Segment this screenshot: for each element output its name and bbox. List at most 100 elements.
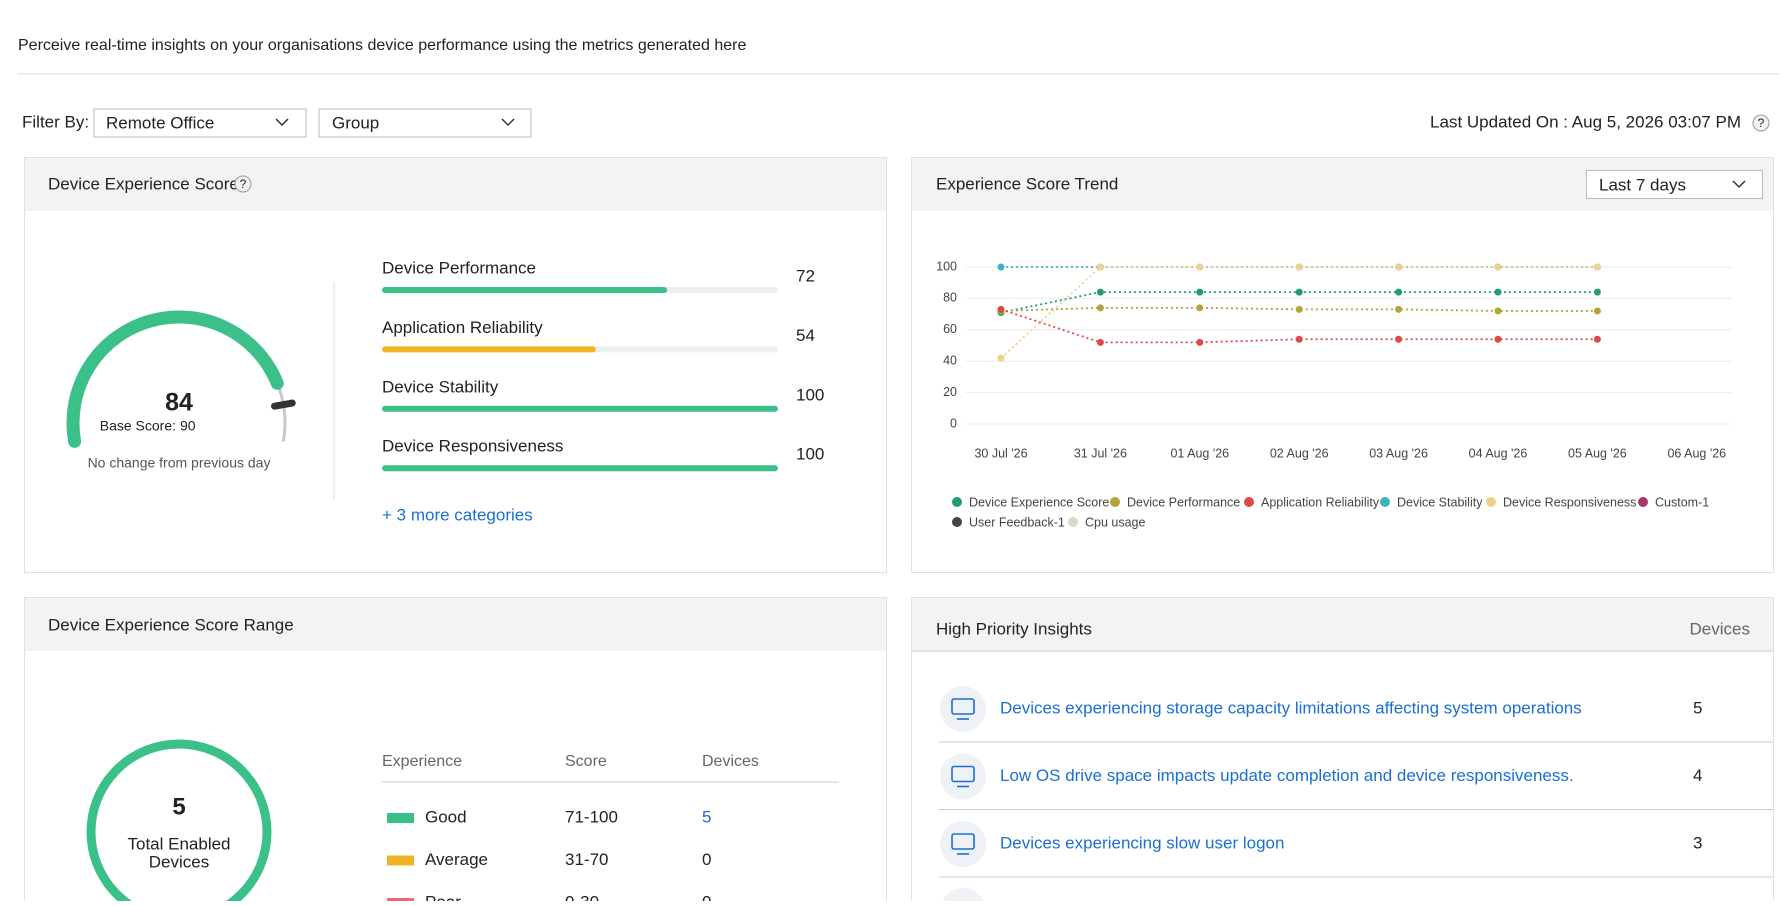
row-name: Poor (425, 892, 461, 901)
donut (86, 739, 272, 906)
help-text[interactable]: ? (1758, 116, 1765, 130)
score-bars: Device Performance 72 Application Reliabil… (66, 258, 824, 472)
dropdown-text[interactable]: Last 7 days (1599, 175, 1686, 194)
column-header: Devices (702, 753, 759, 770)
point (1494, 307, 1502, 315)
card-header (25, 598, 886, 651)
point (1395, 263, 1403, 271)
point (1196, 263, 1204, 271)
x-tick-label: 04 Aug '26 (1469, 446, 1528, 460)
point (1295, 263, 1303, 271)
legend-swatch (1638, 497, 1648, 507)
point (1295, 305, 1303, 313)
legend-label: Device Responsiveness (1503, 495, 1636, 509)
insight-link[interactable]: Devices experiencing storage capacity li… (1000, 698, 1582, 717)
insight-icon-bg (940, 753, 986, 800)
point (1395, 305, 1403, 313)
point (1196, 338, 1204, 346)
row-score: 0-30 (565, 892, 599, 901)
monitor-icon (951, 698, 975, 715)
card-header (25, 158, 886, 211)
point (1395, 288, 1403, 296)
category-name: Device Stability (382, 377, 499, 396)
card-header (912, 598, 1773, 651)
point (997, 305, 1005, 313)
card-title: Experience Score Trend (936, 174, 1118, 193)
point (1593, 288, 1601, 296)
x-tick-label: 30 Jul '26 (974, 446, 1027, 460)
insight-link[interactable]: Devices experiencing slow user logon (1000, 833, 1284, 852)
point (1196, 304, 1204, 312)
legend-label: User Feedback-1 (969, 515, 1065, 529)
row-score: 31-70 (565, 850, 608, 869)
dropdown-box[interactable] (93, 108, 307, 138)
row-devices[interactable]: 5 (702, 807, 711, 826)
dropdown-box[interactable] (318, 108, 532, 138)
total-label: Total Enabled (127, 834, 230, 853)
legend-label: Custom-1 (1655, 495, 1709, 509)
insight-icon-bg (940, 686, 986, 732)
legend-swatch (952, 517, 962, 527)
point (1494, 288, 1502, 296)
insight-count: 5 (1693, 698, 1702, 717)
base-marker (271, 399, 296, 410)
y-tick-label: 20 (943, 385, 957, 399)
legend-swatch (1068, 517, 1078, 527)
insights-list: Devices experiencing storage capacity li… (939, 686, 1773, 878)
legend-label: Cpu usage (1085, 515, 1146, 529)
help-icon[interactable] (234, 175, 252, 193)
dropdown-text[interactable]: Remote Office (106, 113, 214, 132)
more-link[interactable]: + 3 more categories (382, 505, 533, 524)
card-title: Device Experience Score Range (48, 615, 294, 634)
insight-count: 3 (1693, 833, 1702, 852)
range-dropdown[interactable]: Last 7 days (1586, 170, 1763, 199)
gauge-arc (66, 310, 284, 448)
change-note: No change from previous day (88, 455, 271, 471)
dropdown[interactable]: Group (318, 108, 532, 138)
point (1295, 288, 1303, 296)
help-text[interactable]: ? (240, 177, 247, 191)
column-header: Devices (1690, 619, 1750, 638)
category-name: Application Reliability (382, 318, 543, 337)
insight-count: 4 (1693, 766, 1702, 785)
category-name: Device Responsiveness (382, 437, 563, 456)
card (911, 157, 1774, 573)
row-devices: 0 (702, 850, 711, 869)
point (1494, 263, 1502, 271)
base-score-label: Base Score: (100, 418, 176, 434)
insight-icon-bg (940, 821, 986, 867)
trend-chart: 0 20 40 60 80 100 30 Jul '26 31 Jul '26 01 Aug '… (936, 259, 1732, 529)
category-value: 72 (796, 266, 815, 285)
description: Perceive real-time insights on your orga… (18, 37, 746, 54)
point (1096, 338, 1104, 346)
x-tick-label: 03 Aug '26 (1369, 446, 1428, 460)
x-tick-label: 05 Aug '26 (1568, 446, 1627, 460)
score: 84 (165, 389, 193, 417)
help-icon[interactable] (1752, 114, 1770, 132)
point (1096, 263, 1104, 271)
dropdown[interactable]: Remote Office (93, 108, 307, 138)
x-tick-label: 06 Aug '26 (1667, 446, 1726, 460)
y-tick-label: 60 (943, 322, 957, 336)
point (1593, 263, 1601, 271)
point (1593, 335, 1601, 343)
legend-label: Device Stability (1397, 495, 1483, 509)
point (1096, 304, 1104, 312)
y-tick-label: 80 (943, 291, 957, 305)
dropdown-text[interactable]: Group (332, 113, 379, 132)
bar (382, 405, 778, 412)
legend-swatch (952, 497, 962, 507)
point (997, 263, 1005, 271)
insight-link[interactable]: Low OS drive space impacts update comple… (1000, 766, 1574, 785)
y-tick-label: 40 (943, 353, 957, 367)
legend-swatch (1110, 497, 1120, 507)
card-title: High Priority Insights (936, 619, 1092, 638)
dropdown-box[interactable] (1586, 170, 1763, 199)
legend-swatch (1486, 497, 1496, 507)
row-name: Average (425, 850, 488, 869)
swatch (387, 855, 414, 866)
last-updated: Last Updated On : Aug 5, 2026 03:07 PM (1430, 112, 1741, 131)
point (1196, 288, 1204, 296)
x-tick-label: 01 Aug '26 (1170, 446, 1229, 460)
